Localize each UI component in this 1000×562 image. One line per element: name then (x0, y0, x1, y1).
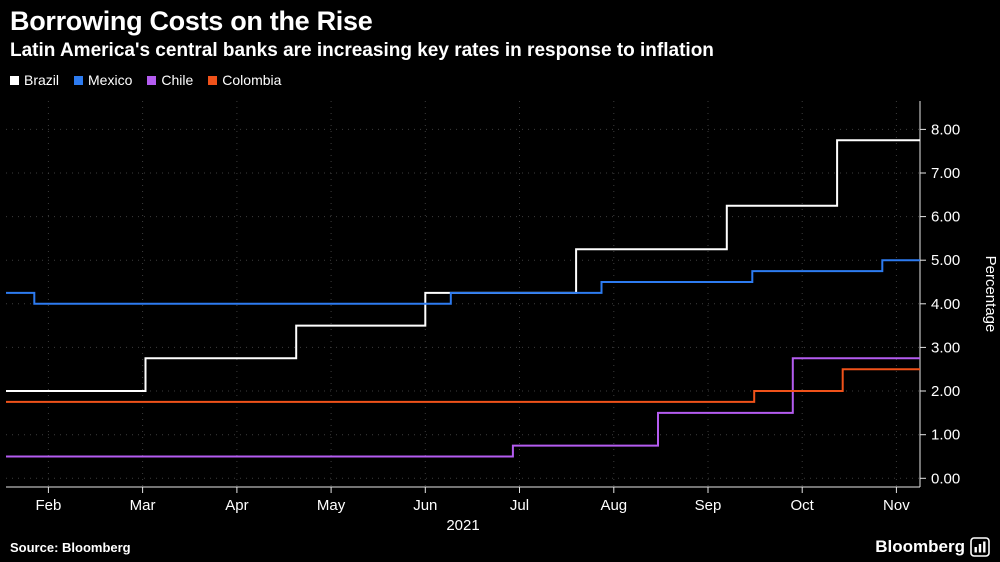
y-tick-label: 1.00 (931, 427, 960, 444)
chart-subtitle: Latin America's central banks are increa… (10, 40, 714, 61)
y-tick-label: 3.00 (931, 339, 960, 356)
y-axis-label: Percentage (982, 256, 999, 333)
series-colombia (6, 368, 920, 403)
x-tick-label: Apr (225, 497, 248, 514)
y-tick-label: 8.00 (931, 121, 960, 138)
y-tick-label: 2.00 (931, 383, 960, 400)
x-tick-label: Jul (510, 497, 529, 514)
x-axis-label: 2021 (446, 517, 479, 534)
legend-label: Brazil (24, 72, 60, 88)
x-tick-label: Mar (130, 497, 156, 514)
legend-swatch (147, 75, 157, 85)
axis-labels: 0.00 1.00 2.00 3.00 4.00 5.00 6.00 7.00 8.00 Feb M… (35, 121, 999, 534)
x-tick-label: May (317, 497, 346, 514)
legend-swatch (10, 75, 19, 85)
legend-swatch (208, 75, 218, 85)
x-tick-label: Nov (883, 497, 910, 514)
legend-label: Chile (161, 72, 194, 88)
legend-label: Mexico (88, 72, 133, 88)
series-mexico (6, 259, 920, 305)
x-tick-label: Aug (600, 497, 627, 514)
x-tick-label: Jun (413, 497, 437, 514)
legend: Brazil Mexico Chile Colombia (10, 71, 1000, 89)
gridlines (6, 101, 920, 487)
series-chile (6, 357, 920, 458)
chart-footer: Source: Bloomberg Bloomberg (10, 537, 990, 557)
legend-label: Colombia (222, 72, 282, 88)
y-tick-label: 4.00 (931, 296, 960, 313)
x-tick-label: Feb (35, 497, 61, 514)
chart-header: Borrowing Costs on the Rise Latin Americ… (0, 0, 1000, 62)
x-tick-label: Oct (791, 497, 815, 514)
axes (6, 101, 926, 493)
legend-item-colombia: Colombia (208, 72, 281, 88)
legend-item-mexico: Mexico (74, 72, 132, 88)
legend-swatch (74, 75, 84, 85)
y-tick-label: 5.00 (931, 252, 960, 269)
y-tick-label: 7.00 (931, 165, 960, 182)
legend-item-brazil: Brazil (10, 72, 59, 88)
bloomberg-terminal-icon (970, 537, 990, 557)
legend-item-chile: Chile (147, 72, 193, 88)
y-tick-label: 6.00 (931, 209, 960, 226)
bloomberg-logo: Bloomberg (875, 537, 990, 557)
y-tick-label: 0.00 (931, 470, 960, 487)
source-note: Source: Bloomberg (10, 539, 131, 555)
chart-title: Borrowing Costs on the Rise (10, 6, 373, 36)
x-tick-label: Sep (695, 497, 722, 514)
line-chart: 0.00 1.00 2.00 3.00 4.00 5.00 6.00 7.00 8.00 Feb M… (6, 101, 999, 534)
bloomberg-logo-text: Bloomberg (875, 537, 965, 556)
